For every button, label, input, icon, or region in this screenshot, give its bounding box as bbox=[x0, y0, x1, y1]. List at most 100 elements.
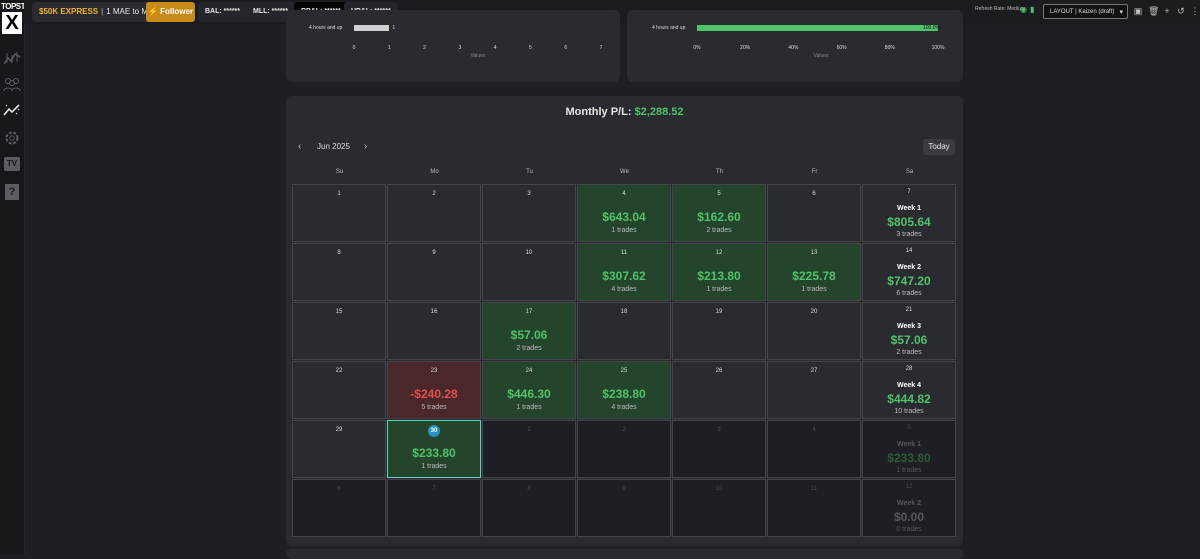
calendar-day-cell[interactable]: 5 $162.60 2 trades bbox=[672, 184, 766, 242]
analytics-icon[interactable] bbox=[3, 102, 21, 118]
day-number: 10 bbox=[525, 250, 533, 256]
add-icon[interactable]: + bbox=[1164, 6, 1170, 16]
sidebar: TOPSTEP X TV ? bbox=[0, 0, 35, 554]
day-number: 18 bbox=[620, 309, 628, 315]
today-button[interactable]: Today bbox=[923, 139, 955, 155]
follower-button[interactable]: ⚡ Follower bbox=[146, 2, 195, 22]
calendar-day-cell[interactable]: 30 $233.80 1 trades bbox=[387, 420, 481, 478]
calendar-day-cell[interactable]: 3 bbox=[482, 184, 576, 242]
calendar-day-cell[interactable]: 1 bbox=[292, 184, 386, 242]
calendar-day-cell[interactable]: 9 bbox=[387, 243, 481, 301]
calendar-day-cell[interactable]: 11 $307.62 4 trades bbox=[577, 243, 671, 301]
calendar-day-cell[interactable]: 23 -$240.28 5 trades bbox=[387, 361, 481, 419]
week-summary-cell[interactable]: 12 Week 2 $0.00 0 trades bbox=[862, 479, 956, 537]
monthly-label: Monthly P/L: bbox=[565, 106, 632, 118]
calendar-day-cell[interactable]: 25 $238.80 4 trades bbox=[577, 361, 671, 419]
calendar-day-cell[interactable]: 15 bbox=[292, 302, 386, 360]
chart-icon[interactable] bbox=[3, 50, 21, 66]
layout-select[interactable]: LAYOUT | Kaizen (draft) ▾ bbox=[1043, 4, 1128, 19]
trash-icon[interactable]: 🗑 bbox=[1148, 6, 1160, 16]
chevron-left-icon[interactable]: ‹ bbox=[298, 141, 302, 152]
calendar-day-cell[interactable]: 24 $446.30 1 trades bbox=[482, 361, 576, 419]
refresh-rate[interactable]: Refresh Rate: Medium bbox=[975, 6, 1026, 12]
calendar-day-cell[interactable]: 12 $213.80 1 trades bbox=[672, 243, 766, 301]
day-number: 29 bbox=[335, 427, 343, 433]
week-summary-cell[interactable]: 28 Week 4 $444.82 10 trades bbox=[862, 361, 956, 419]
week-summary-cell[interactable]: 7 Week 1 $805.64 3 trades bbox=[862, 184, 956, 242]
calendar-day-cell[interactable]: 9 bbox=[577, 479, 671, 537]
day-number: 8 bbox=[527, 486, 531, 492]
calendar-day-cell[interactable]: 16 bbox=[387, 302, 481, 360]
day-pnl: $213.80 bbox=[697, 269, 741, 283]
day-trade-count: 1 trades bbox=[516, 404, 542, 411]
day-pnl: $162.60 bbox=[697, 210, 741, 224]
calendar-day-cell[interactable]: 18 bbox=[577, 302, 671, 360]
week-summary-cell[interactable]: 14 Week 2 $747.20 6 trades bbox=[862, 243, 956, 301]
day-number: 3 bbox=[527, 191, 531, 197]
axis-tick-label: 40% bbox=[788, 45, 799, 51]
tv-icon[interactable]: TV bbox=[3, 156, 21, 172]
logo-x: X bbox=[2, 12, 22, 34]
monthly-pnl: Monthly P/L: $2,288.52 bbox=[286, 106, 963, 118]
calendar-day-cell[interactable]: 27 bbox=[767, 361, 861, 419]
week-label: Week 1 bbox=[897, 441, 921, 448]
calendar-day-cell[interactable]: 4 bbox=[767, 420, 861, 478]
day-trade-count: 5 trades bbox=[421, 404, 447, 411]
calendar-day-cell[interactable]: 10 bbox=[672, 479, 766, 537]
calendar-day-cell[interactable]: 29 bbox=[292, 420, 386, 478]
month-label: Jun 2025 bbox=[317, 142, 350, 151]
duration-percent-chart: 4 hours and up 100.0% 0% 20% 40% 60% 80% 100%… bbox=[627, 10, 963, 82]
week-summary-cell[interactable]: 21 Week 3 $57.06 2 trades bbox=[862, 302, 956, 360]
calendar-day-cell[interactable]: 2 bbox=[577, 420, 671, 478]
today-day-number: 30 bbox=[428, 425, 440, 437]
chevron-right-icon[interactable]: › bbox=[364, 141, 368, 152]
week-trade-count: 0 trades bbox=[896, 526, 922, 533]
calendar-day-cell[interactable]: 8 bbox=[482, 479, 576, 537]
calendar-day-cell[interactable]: 17 $57.06 2 trades bbox=[482, 302, 576, 360]
duration-count-chart: 4 hours and up 1 0 1 2 3 4 5 6 7 Values bbox=[286, 10, 620, 82]
calendar-day-cell[interactable]: 7 bbox=[387, 479, 481, 537]
day-of-week-label: Th bbox=[715, 169, 723, 175]
week-summary-cell[interactable]: 5 Week 1 $233.80 1 trades bbox=[862, 420, 956, 478]
topstep-logo[interactable]: TOPSTEP X bbox=[1, 2, 35, 36]
calendar-day-cell[interactable]: 8 bbox=[292, 243, 386, 301]
day-number: 20 bbox=[810, 309, 818, 315]
account-sub: 1 MAE to M... bbox=[106, 7, 155, 16]
axis-title: Values bbox=[813, 53, 829, 59]
day-number: 7 bbox=[907, 189, 911, 195]
calendar-day-cell[interactable]: 4 $643.04 1 trades bbox=[577, 184, 671, 242]
day-pnl: $446.30 bbox=[507, 387, 551, 401]
undo-icon[interactable]: ↺ bbox=[1177, 6, 1185, 16]
calendar-day-cell[interactable]: 6 bbox=[292, 479, 386, 537]
calendar-day-cell[interactable]: 3 bbox=[672, 420, 766, 478]
calendar-day-cell[interactable]: 19 bbox=[672, 302, 766, 360]
calendar-day-cell[interactable]: 6 bbox=[767, 184, 861, 242]
signal-icon: ▮ bbox=[1030, 5, 1035, 14]
day-number: 24 bbox=[525, 368, 533, 374]
calendar-day-cell[interactable]: 26 bbox=[672, 361, 766, 419]
axis-tick-label: 0 bbox=[352, 45, 356, 51]
day-number: 7 bbox=[432, 486, 436, 492]
row-label: 4 hours and up bbox=[652, 25, 686, 31]
chevron-down-icon: ▾ bbox=[1119, 9, 1123, 16]
calendar-day-cell[interactable]: 11 bbox=[767, 479, 861, 537]
calendar-day-cell[interactable]: 2 bbox=[387, 184, 481, 242]
day-pnl: $225.78 bbox=[792, 269, 836, 283]
day-number: 3 bbox=[717, 427, 721, 433]
day-pnl: $233.80 bbox=[412, 446, 456, 460]
week-label: Week 2 bbox=[897, 500, 921, 507]
calendar-day-cell[interactable]: 22 bbox=[292, 361, 386, 419]
day-of-week-label: Sa bbox=[905, 169, 914, 175]
calendar-day-cell[interactable]: 13 $225.78 1 trades bbox=[767, 243, 861, 301]
day-of-week-label: We bbox=[620, 169, 629, 175]
calendar-day-cell[interactable]: 20 bbox=[767, 302, 861, 360]
calendar-day-cell[interactable]: 1 bbox=[482, 420, 576, 478]
calendar-day-cell[interactable]: 10 bbox=[482, 243, 576, 301]
save-icon[interactable]: ▣ bbox=[1133, 6, 1143, 16]
more-icon[interactable]: ⋮ bbox=[1190, 6, 1200, 16]
day-number: 22 bbox=[335, 368, 343, 374]
gear-icon[interactable] bbox=[3, 130, 21, 146]
week-pnl: $747.20 bbox=[887, 274, 931, 288]
help-icon[interactable]: ? bbox=[3, 184, 21, 200]
community-icon[interactable] bbox=[3, 76, 21, 92]
